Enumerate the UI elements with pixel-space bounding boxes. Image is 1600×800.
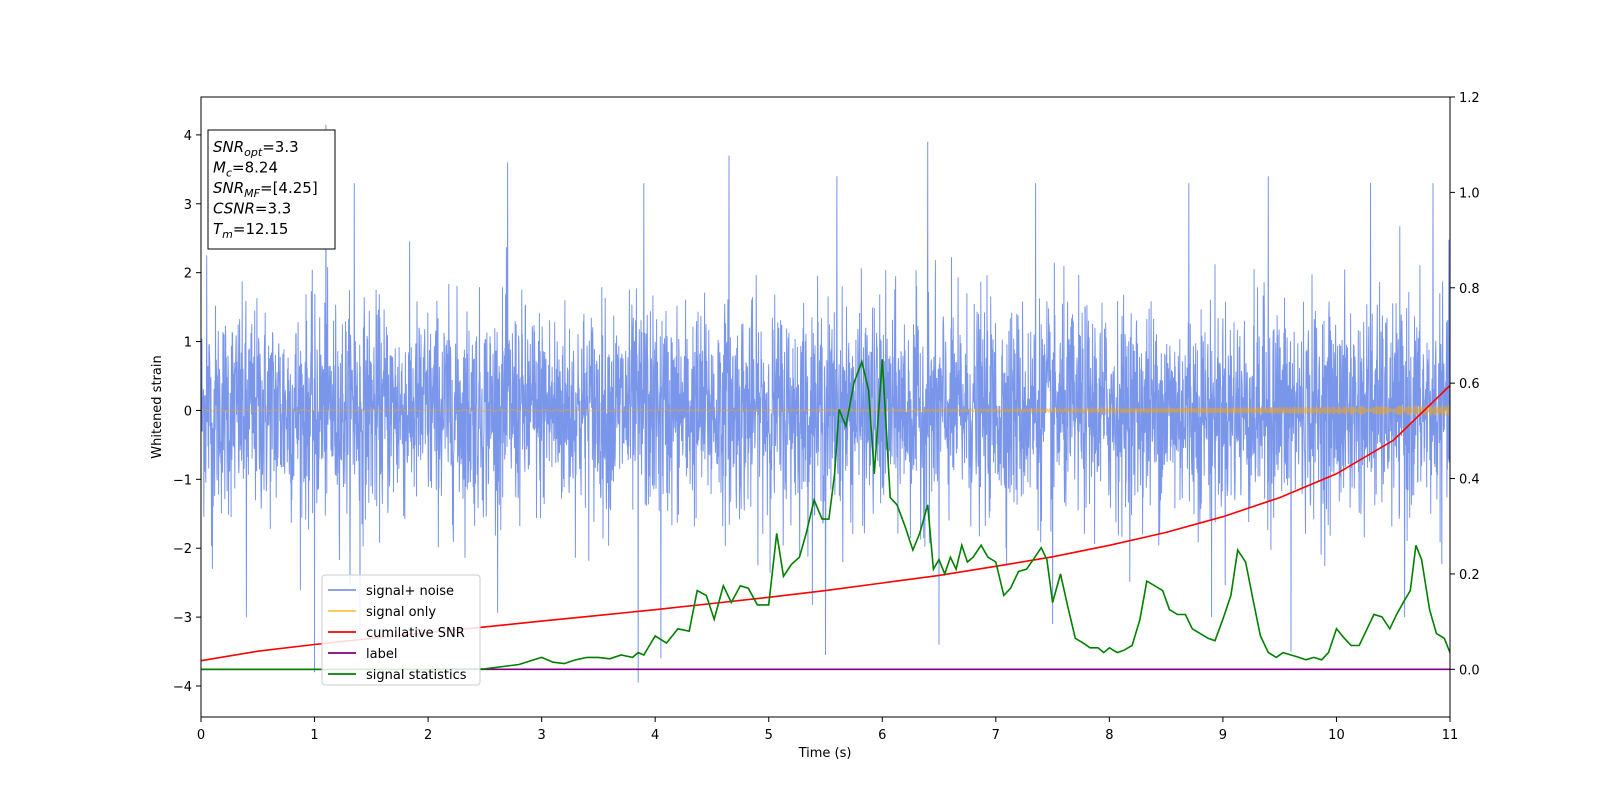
x-tick-label: 1 — [310, 728, 318, 743]
y-tick-label: 2 — [184, 267, 192, 282]
x-tick-label: 8 — [1105, 728, 1113, 743]
x-tick-label: 10 — [1328, 728, 1345, 743]
legend-item: signal statistics — [328, 668, 467, 683]
x-tick-label: 7 — [992, 728, 1000, 743]
legend-label: cumilative SNR — [366, 626, 465, 641]
y2-tick-label: 0.8 — [1459, 282, 1480, 297]
y-tick-label: 4 — [184, 129, 192, 144]
y-tick-label: −1 — [173, 473, 192, 488]
x-tick-label: 4 — [651, 728, 659, 743]
x-tick-label: 0 — [197, 728, 205, 743]
y-tick-label: −4 — [173, 680, 192, 695]
legend-label: signal statistics — [366, 668, 467, 683]
x-tick-label: 11 — [1442, 728, 1459, 743]
legend-label: label — [366, 647, 397, 662]
y-axis-left: 4 3 2 1 0 −1 −2 −3 −4 — [173, 129, 201, 695]
y-tick-label: 0 — [184, 404, 192, 419]
x-axis: 0 1 2 3 4 5 6 7 8 9 10 11 — [197, 717, 1458, 743]
annotation-line: SNRMF=[4.25] — [213, 179, 318, 200]
y2-tick-label: 0.4 — [1459, 473, 1480, 488]
y2-tick-label: 1.2 — [1459, 91, 1480, 106]
y-tick-label: −2 — [173, 542, 192, 557]
x-tick-label: 2 — [424, 728, 432, 743]
x-tick-label: 6 — [878, 728, 886, 743]
legend-item: cumilative SNR — [328, 626, 465, 641]
y2-tick-label: 1.0 — [1459, 186, 1480, 201]
series-line — [201, 358, 1450, 671]
y-tick-label: 1 — [184, 336, 192, 351]
x-tick-label: 9 — [1219, 728, 1227, 743]
y-tick-label: −3 — [173, 611, 192, 626]
legend-label: signal+ noise — [366, 584, 454, 599]
x-tick-label: 5 — [765, 728, 773, 743]
plot-frame — [200, 96, 1451, 718]
y2-tick-label: 0.2 — [1459, 568, 1480, 583]
legend-item: signal only — [328, 605, 436, 620]
x-tick-label: 3 — [537, 728, 545, 743]
legend-item: label — [328, 647, 397, 662]
x-axis-title: Time (s) — [798, 746, 852, 761]
y-axis-right: 1.2 1.0 0.8 0.6 0.4 0.2 0.0 — [1450, 91, 1480, 678]
series-line — [201, 404, 1450, 416]
y2-tick-label: 0.6 — [1459, 377, 1480, 392]
legend-label: signal only — [366, 605, 436, 620]
annotation-line: Tm=12.15 — [213, 220, 288, 241]
series-signal-statistics — [201, 358, 1450, 671]
y2-tick-label: 0.0 — [1459, 663, 1480, 678]
annotation-line: Mc=8.24 — [213, 159, 278, 180]
annotation-line: CSNR=3.3 — [213, 200, 291, 218]
legend-item: signal+ noise — [328, 584, 454, 599]
series-signal-only — [201, 404, 1450, 416]
y-tick-label: 3 — [184, 198, 192, 213]
annotation-line: SNRopt=3.3 — [213, 138, 299, 159]
y-axis-title: Whitened strain — [150, 355, 165, 458]
legend: signal+ noise signal only cumilative SNR la… — [321, 574, 481, 686]
